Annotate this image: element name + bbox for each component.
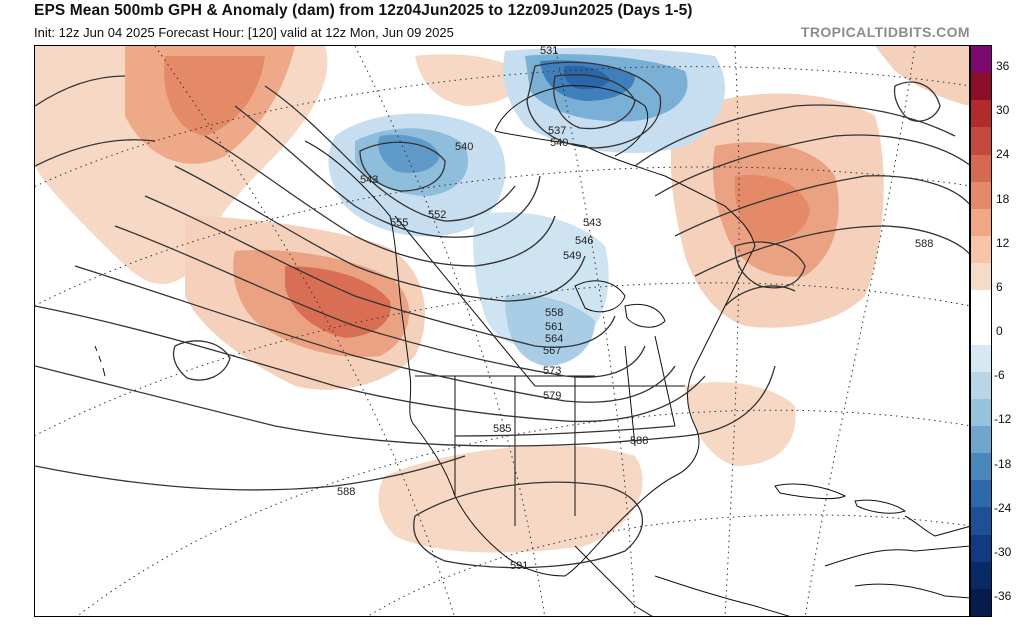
contour-label: 588 bbox=[630, 435, 648, 447]
colorbar-tick-label: 6 bbox=[996, 279, 1003, 294]
contour-label: 561 bbox=[545, 321, 563, 333]
map-canvas: 531 537 540 540 543 543 546 549 552 555 … bbox=[35, 46, 969, 616]
contour-label: 549 bbox=[563, 250, 581, 262]
colorbar-tick-label: 30 bbox=[996, 103, 1010, 118]
colorbar-segment bbox=[971, 588, 991, 617]
contour-label: 588 bbox=[915, 238, 933, 250]
colorbar-segment bbox=[971, 263, 991, 291]
colorbar-tick-label: -24 bbox=[994, 500, 1012, 515]
watermark: TROPICALTIDBITS.COM bbox=[800, 24, 970, 40]
contour-label: 558 bbox=[545, 307, 563, 319]
colorbar-tick-label: 12 bbox=[996, 235, 1010, 250]
colorbar-tick-label: -12 bbox=[994, 412, 1012, 427]
contour-label: 591 bbox=[510, 560, 528, 572]
colorbar-segment bbox=[971, 100, 991, 128]
contour-label: 543 bbox=[360, 174, 378, 186]
colorbar-tick-label: 24 bbox=[996, 147, 1010, 162]
contour-labels: 531 537 540 540 543 543 546 549 552 555 … bbox=[337, 46, 933, 572]
colorbar-tick-label: 36 bbox=[996, 59, 1010, 73]
contour-label: 537 bbox=[548, 125, 566, 137]
colorbar-tick-label: 18 bbox=[996, 191, 1010, 206]
contour-label: 579 bbox=[543, 390, 561, 402]
contour-label: 588 bbox=[337, 486, 355, 498]
colorbar-segment bbox=[971, 426, 991, 454]
colorbar-segment bbox=[971, 154, 991, 183]
colorbar-tick-label: -36 bbox=[994, 589, 1012, 603]
map-title: EPS Mean 500mb GPH & Anomaly (dam) from … bbox=[34, 2, 693, 19]
colorbar-segment bbox=[971, 344, 991, 373]
height-contours bbox=[35, 61, 969, 569]
contour-label: 564 bbox=[545, 333, 563, 345]
colorbar-segment bbox=[971, 317, 991, 346]
contour-label: 531 bbox=[540, 46, 558, 57]
colorbar-segment bbox=[971, 208, 991, 237]
colorbar-segment bbox=[971, 371, 991, 400]
colorbar-segment bbox=[971, 453, 991, 481]
colorbar-segment bbox=[971, 480, 991, 508]
colorbar-segment bbox=[971, 507, 991, 536]
contour-label: 585 bbox=[493, 423, 511, 435]
lat-lon-grid bbox=[35, 46, 969, 616]
colorbar-segment bbox=[971, 73, 991, 101]
colorbar-segment bbox=[971, 398, 991, 427]
colorbar-tick-label: -18 bbox=[994, 456, 1012, 471]
negative-anomaly-shading bbox=[328, 47, 725, 366]
colorbar-segment bbox=[971, 290, 991, 318]
colorbar-tick-label: -6 bbox=[994, 368, 1005, 383]
map-panel: 531 537 540 540 543 543 546 549 552 555 … bbox=[34, 45, 970, 617]
contour-label: 543 bbox=[583, 217, 601, 229]
colorbar-segment bbox=[971, 181, 991, 210]
map-subtitle: Init: 12z Jun 04 2025 Forecast Hour: [12… bbox=[34, 25, 454, 40]
positive-anomaly-shading bbox=[35, 46, 969, 553]
contour-label: 573 bbox=[543, 365, 561, 377]
colorbar-segment bbox=[971, 127, 991, 156]
colorbar-tick-label: -30 bbox=[994, 544, 1012, 559]
contour-label: 540 bbox=[550, 137, 568, 149]
coastlines bbox=[94, 85, 969, 616]
colorbar-segment bbox=[971, 236, 991, 264]
colorbar-segment bbox=[971, 46, 991, 74]
contour-label: 567 bbox=[543, 345, 561, 357]
contour-label: 552 bbox=[428, 209, 446, 221]
contour-label: 555 bbox=[390, 217, 408, 229]
colorbar-segment bbox=[971, 561, 991, 590]
colorbar-segment bbox=[971, 534, 991, 563]
contour-label: 546 bbox=[575, 235, 593, 247]
contour-label: 540 bbox=[455, 141, 473, 153]
anomaly-colorbar bbox=[970, 45, 992, 617]
colorbar-tick-label: 0 bbox=[996, 324, 1003, 338]
